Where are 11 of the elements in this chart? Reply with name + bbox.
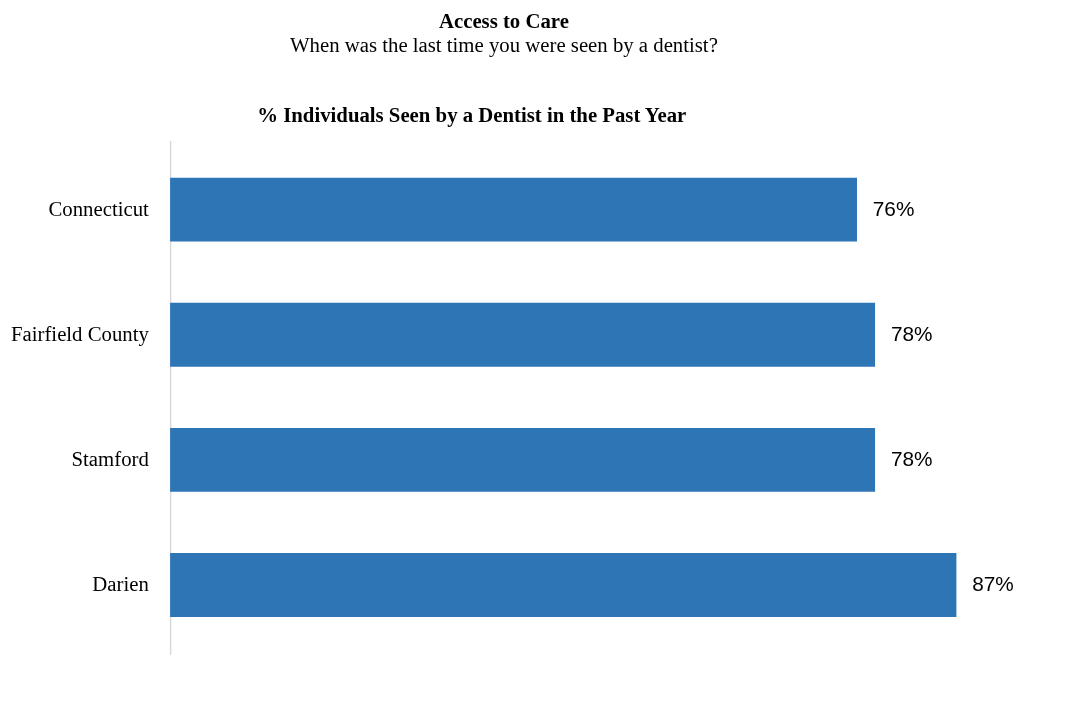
data-label: 87% — [972, 571, 1014, 595]
data-label: 78% — [890, 446, 933, 470]
text: % Individuals Seen by a Dentist in the Past Year — [257, 103, 687, 128]
data-label: 78% — [890, 321, 933, 345]
chart-title: Access to Care — [438, 9, 569, 33]
y-tick-label: Fairfield County — [10, 321, 150, 346]
y-tick-label: Stamford — [71, 446, 150, 470]
y-tick-label: Darien — [92, 571, 150, 595]
chart-subtitle: When was the last time you were seen by a dentist? — [289, 33, 718, 58]
data-label: 76% — [872, 196, 915, 220]
y-tick-label: Connecticut — [48, 196, 150, 220]
